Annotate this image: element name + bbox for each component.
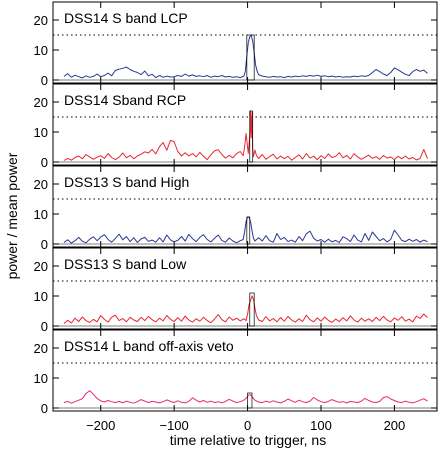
panel-title: DSS14 L band off-axis veto	[64, 338, 234, 354]
x-axis: −200 −100 0 100 200	[86, 418, 405, 433]
y-tick-label: 20	[34, 177, 48, 192]
panel-title: DSS13 S band Low	[64, 256, 187, 272]
chart-panel: 0 10 20 DSS14 L band off-axis veto	[34, 329, 438, 416]
y-tick-label: 10	[34, 289, 48, 304]
chart-panels: 0 10 20 DSS14 S band LCP 0 10 20 DSS14 Sband RC…	[34, 1, 438, 416]
chart-panel: 0 10 20 DSS14 Sband RCP	[34, 83, 438, 170]
peak-window-box	[249, 292, 255, 327]
y-tick-label: 0	[41, 401, 48, 416]
y-tick-label: 10	[34, 43, 48, 58]
x-tick-label: −200	[86, 418, 115, 433]
y-tick-label: 20	[34, 259, 48, 274]
y-tick-label: 0	[41, 73, 48, 88]
peak-window-box	[247, 392, 253, 409]
panel-title: DSS14 Sband RCP	[64, 92, 186, 108]
chart-panel: 0 10 20 DSS13 S band Low	[34, 247, 438, 334]
peak-window-box	[249, 110, 254, 163]
chart-panel: 0 10 20 DSS13 S band High	[34, 165, 438, 252]
x-tick-label: −100	[159, 418, 188, 433]
y-tick-label: 10	[34, 125, 48, 140]
panel-frame	[52, 247, 438, 330]
panel-title: DSS14 S band LCP	[64, 10, 188, 26]
y-tick-label: 0	[41, 237, 48, 252]
panel-frame	[52, 83, 438, 166]
y-tick-label: 20	[34, 95, 48, 110]
series-line	[63, 35, 428, 79]
x-tick-label: 200	[384, 418, 406, 433]
panel-title: DSS13 S band High	[64, 174, 189, 190]
panel-frame	[52, 165, 438, 248]
series-line	[63, 295, 428, 324]
y-axis-label: power / mean power	[4, 152, 20, 279]
x-tick-label: 0	[244, 418, 251, 433]
peak-window-box	[246, 34, 255, 81]
y-tick-label: 20	[34, 341, 48, 356]
y-tick-label: 10	[34, 371, 48, 386]
y-tick-label: 0	[41, 319, 48, 334]
y-tick-label: 10	[34, 207, 48, 222]
chart-panel: 0 10 20 DSS14 S band LCP	[34, 1, 438, 88]
panel-frame	[52, 1, 438, 84]
series-line	[63, 110, 428, 161]
panel-frame	[52, 329, 438, 412]
x-axis-label: time relative to trigger, ns	[170, 432, 326, 448]
series-line	[63, 390, 428, 404]
y-tick-label: 0	[41, 155, 48, 170]
peak-window-box	[246, 216, 251, 245]
y-tick-label: 20	[34, 13, 48, 28]
x-tick-label: 100	[310, 418, 332, 433]
series-line	[63, 216, 428, 244]
